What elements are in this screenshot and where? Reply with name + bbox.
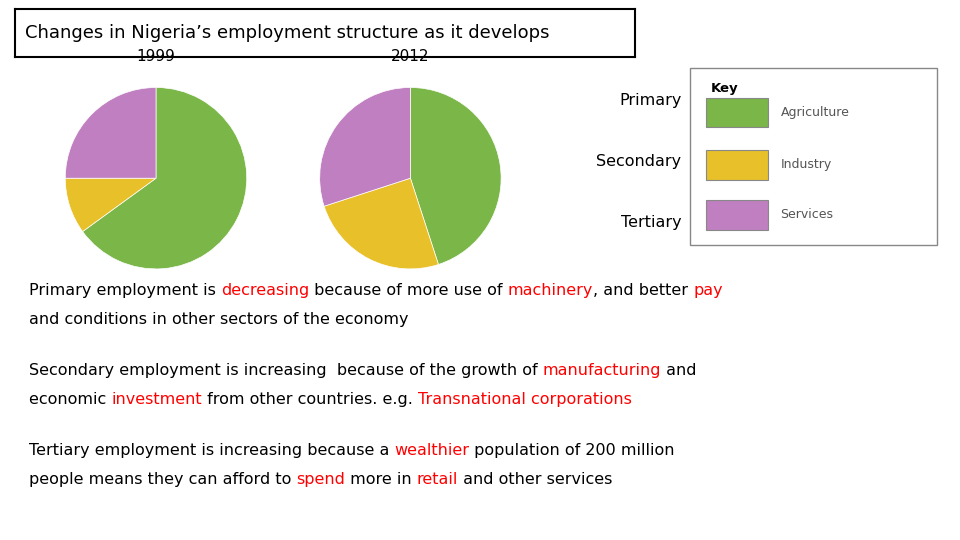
- Text: pay: pay: [693, 283, 723, 298]
- Text: Transnational corporations: Transnational corporations: [418, 392, 632, 407]
- Text: Primary: Primary: [619, 93, 682, 107]
- FancyBboxPatch shape: [707, 150, 768, 180]
- Text: Tertiary: Tertiary: [621, 215, 682, 230]
- Text: and: and: [661, 363, 697, 378]
- Text: population of 200 million: population of 200 million: [469, 443, 675, 458]
- Wedge shape: [65, 87, 156, 178]
- Text: manufacturing: manufacturing: [542, 363, 661, 378]
- Text: from other countries. e.g.: from other countries. e.g.: [202, 392, 418, 407]
- Text: decreasing: decreasing: [221, 283, 309, 298]
- Wedge shape: [83, 87, 247, 269]
- Text: and other services: and other services: [458, 472, 612, 487]
- Text: more in: more in: [346, 472, 417, 487]
- Text: Agriculture: Agriculture: [780, 106, 850, 119]
- Text: and conditions in other sectors of the economy: and conditions in other sectors of the e…: [29, 312, 408, 327]
- Title: 1999: 1999: [136, 49, 176, 64]
- Wedge shape: [410, 87, 501, 265]
- Text: Primary employment is: Primary employment is: [29, 283, 221, 298]
- Text: Changes in Nigeria’s employment structure as it develops: Changes in Nigeria’s employment structur…: [25, 24, 549, 42]
- Text: retail: retail: [417, 472, 458, 487]
- Wedge shape: [65, 178, 156, 232]
- Text: , and better: , and better: [593, 283, 693, 298]
- Text: investment: investment: [111, 392, 202, 407]
- Text: economic: economic: [29, 392, 111, 407]
- Text: Secondary employment is increasing  because of the growth of: Secondary employment is increasing becau…: [29, 363, 542, 378]
- Text: Tertiary employment is increasing because a: Tertiary employment is increasing becaus…: [29, 443, 395, 458]
- Text: Key: Key: [710, 82, 738, 95]
- Text: wealthier: wealthier: [395, 443, 469, 458]
- Text: Industry: Industry: [780, 158, 831, 171]
- Text: Services: Services: [780, 208, 833, 221]
- FancyBboxPatch shape: [707, 200, 768, 230]
- FancyBboxPatch shape: [707, 98, 768, 127]
- Wedge shape: [320, 87, 411, 206]
- Title: 2012: 2012: [391, 49, 430, 64]
- Text: because of more use of: because of more use of: [309, 283, 508, 298]
- Text: spend: spend: [297, 472, 346, 487]
- Wedge shape: [324, 178, 439, 269]
- Text: machinery: machinery: [508, 283, 593, 298]
- FancyBboxPatch shape: [689, 69, 937, 245]
- Text: Secondary: Secondary: [596, 154, 682, 169]
- Text: people means they can afford to: people means they can afford to: [29, 472, 297, 487]
